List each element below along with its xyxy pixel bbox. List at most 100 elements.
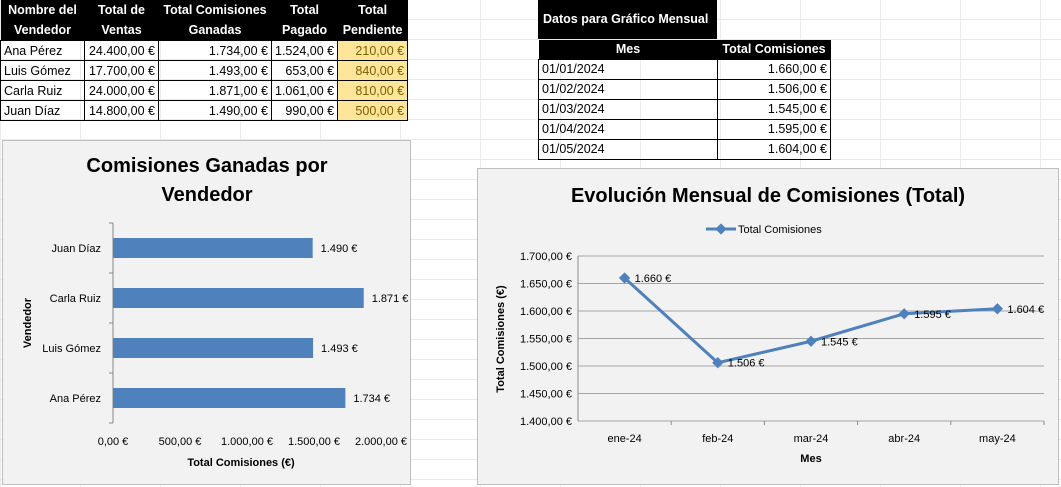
bar bbox=[113, 388, 346, 408]
sales-header-cell[interactable]: Total Comisiones Ganadas bbox=[158, 0, 272, 41]
sales-table-body: Ana Pérez 24.400,00 €1.734,00 €1.524,00 €… bbox=[0, 40, 409, 121]
data-label: 1.490 € bbox=[321, 243, 358, 255]
table-cell[interactable]: 1.061,00 € bbox=[270, 80, 339, 101]
category-label: Ana Pérez bbox=[50, 393, 101, 405]
bar-chart-svg: Comisiones Ganadas por Vendedor Juan Díaz 1… bbox=[22, 155, 409, 469]
table-cell[interactable]: Juan Díaz bbox=[0, 100, 85, 121]
table-cell[interactable]: 1.871,00 € bbox=[158, 80, 272, 101]
table-cell[interactable]: 1.595,00 € bbox=[717, 118, 831, 140]
monthly-header-cell[interactable]: Mes bbox=[538, 40, 718, 59]
table-cell[interactable]: 01/05/2024 bbox=[538, 138, 718, 160]
header-text: Pagado bbox=[281, 23, 328, 37]
table-row: 01/02/2024 1.506,00 € bbox=[538, 78, 831, 100]
data-point bbox=[805, 335, 817, 347]
header-text: Total Comisiones bbox=[163, 3, 267, 17]
category-label: Carla Ruiz bbox=[50, 293, 101, 305]
monthly-line-chart[interactable]: Evolución Mensual de Comisiones (Total) T… bbox=[477, 168, 1059, 485]
table-cell[interactable]: 01/01/2024 bbox=[538, 58, 718, 80]
table-cell[interactable]: 840,00 € bbox=[337, 60, 409, 81]
x-tick-label: 500,00 € bbox=[159, 436, 202, 448]
bar bbox=[113, 338, 314, 358]
monthly-header-row: Mes Total Comisiones bbox=[538, 40, 831, 59]
data-label: 1.604 € bbox=[1007, 304, 1044, 316]
table-cell[interactable]: 1.660,00 € bbox=[717, 58, 831, 80]
data-point bbox=[712, 357, 724, 369]
y-tick-label: 1.400,00 € bbox=[520, 416, 572, 428]
table-cell[interactable]: Luis Gómez bbox=[0, 60, 85, 81]
table-cell[interactable]: 24.000,00 € bbox=[84, 80, 159, 101]
table-cell[interactable]: 1.490,00 € bbox=[158, 100, 272, 121]
x-tick-label: may-24 bbox=[979, 433, 1016, 445]
y-tick-label: 1.650,00 € bbox=[520, 279, 572, 291]
commission-bar-chart[interactable]: Comisiones Ganadas por Vendedor Juan Díaz 1… bbox=[2, 140, 411, 485]
header-text: Total bbox=[358, 3, 388, 17]
table-cell[interactable]: 500,00 € bbox=[337, 100, 409, 121]
monthly-table: Mes Total Comisiones 01/01/2024 1.660,00 €… bbox=[538, 40, 831, 160]
line-chart-svg: Evolución Mensual de Comisiones (Total) T… bbox=[495, 185, 1045, 465]
chart-title: Evolución Mensual de Comisiones (Total) bbox=[571, 185, 965, 207]
chart-title: Comisiones Ganadas por bbox=[86, 155, 327, 177]
header-text: Ventas bbox=[101, 23, 142, 37]
y-tick-label: 1.600,00 € bbox=[520, 306, 572, 318]
monthly-header-cell[interactable]: Total Comisiones bbox=[717, 40, 831, 59]
table-cell[interactable]: 17.700,00 € bbox=[84, 60, 159, 81]
sales-header-row: Nombre del Vendedor Total de Ventas Total Co… bbox=[0, 0, 408, 41]
table-cell[interactable]: 653,00 € bbox=[270, 60, 339, 81]
y-tick-label: 1.550,00 € bbox=[520, 334, 572, 346]
header-text: Total de bbox=[98, 3, 145, 17]
table-row: 01/01/2024 1.660,00 € bbox=[538, 58, 831, 80]
table-cell[interactable]: 810,00 € bbox=[337, 80, 409, 101]
bar bbox=[113, 238, 313, 258]
x-tick-label: mar-24 bbox=[794, 433, 829, 445]
table-cell[interactable]: 01/04/2024 bbox=[538, 118, 718, 140]
data-point bbox=[898, 308, 910, 320]
sales-header-cell[interactable]: Total Pendiente bbox=[337, 0, 408, 41]
table-row: 01/03/2024 1.545,00 € bbox=[538, 98, 831, 120]
table-cell[interactable]: 1.493,00 € bbox=[158, 60, 272, 81]
sales-header-cell[interactable]: Total Pagado bbox=[271, 0, 338, 41]
header-text: Nombre del bbox=[8, 3, 77, 17]
sales-header-cell[interactable]: Nombre del Vendedor bbox=[0, 0, 85, 41]
x-tick-label: 0,00 € bbox=[98, 436, 129, 448]
category-label: Luis Gómez bbox=[42, 343, 101, 355]
header-text: Total bbox=[290, 3, 320, 17]
table-cell[interactable]: 1.604,00 € bbox=[717, 138, 831, 160]
data-label: 1.493 € bbox=[321, 343, 358, 355]
bar bbox=[113, 288, 364, 308]
legend-marker bbox=[715, 223, 727, 235]
table-cell[interactable]: 01/03/2024 bbox=[538, 98, 718, 120]
table-cell[interactable]: 210,00 € bbox=[337, 40, 409, 61]
monthly-table-body: 01/01/2024 1.660,00 €01/02/2024 1.506,00 €… bbox=[538, 58, 831, 160]
table-cell[interactable]: 24.400,00 € bbox=[84, 40, 159, 61]
x-tick-label: 2.000,00 € bbox=[355, 436, 407, 448]
table-cell[interactable]: 01/02/2024 bbox=[538, 78, 718, 100]
y-tick-label: 1.450,00 € bbox=[520, 389, 572, 401]
data-label: 1.660 € bbox=[635, 273, 672, 285]
table-cell[interactable]: 990,00 € bbox=[270, 100, 339, 121]
header-text: Pendiente bbox=[342, 23, 403, 37]
monthly-table-title[interactable]: Datos para Gráfico Mensual bbox=[538, 0, 717, 39]
table-cell[interactable]: 1.734,00 € bbox=[158, 40, 272, 61]
table-row: Carla Ruiz 24.000,00 €1.871,00 €1.061,00 … bbox=[0, 80, 409, 101]
table-cell[interactable]: 1.506,00 € bbox=[717, 78, 831, 100]
table-row: 01/05/2024 1.604,00 € bbox=[538, 138, 831, 160]
sales-header-cell[interactable]: Total de Ventas bbox=[84, 0, 159, 41]
header-text: Vendedor bbox=[14, 23, 71, 37]
table-cell[interactable]: 1.545,00 € bbox=[717, 98, 831, 120]
legend-label: Total Comisiones bbox=[738, 224, 822, 236]
x-tick-label: ene-24 bbox=[607, 433, 641, 445]
table-cell[interactable]: Carla Ruiz bbox=[0, 80, 85, 101]
table-cell[interactable]: Ana Pérez bbox=[0, 40, 85, 61]
data-label: 1.871 € bbox=[372, 293, 409, 305]
sales-table: Nombre del Vendedor Total de Ventas Total Co… bbox=[0, 0, 409, 121]
y-tick-label: 1.700,00 € bbox=[520, 251, 572, 263]
table-cell[interactable]: 14.800,00 € bbox=[84, 100, 159, 121]
table-row: Luis Gómez 17.700,00 €1.493,00 €653,00 €8… bbox=[0, 60, 409, 81]
header-text: Ganadas bbox=[188, 23, 242, 37]
data-label: 1.595 € bbox=[914, 309, 951, 321]
table-cell[interactable]: 1.524,00 € bbox=[270, 40, 339, 61]
data-point bbox=[991, 303, 1004, 315]
data-label: 1.734 € bbox=[353, 393, 390, 405]
data-label: 1.506 € bbox=[728, 358, 765, 370]
y-axis-title: Total Comisiones (€) bbox=[495, 285, 507, 393]
